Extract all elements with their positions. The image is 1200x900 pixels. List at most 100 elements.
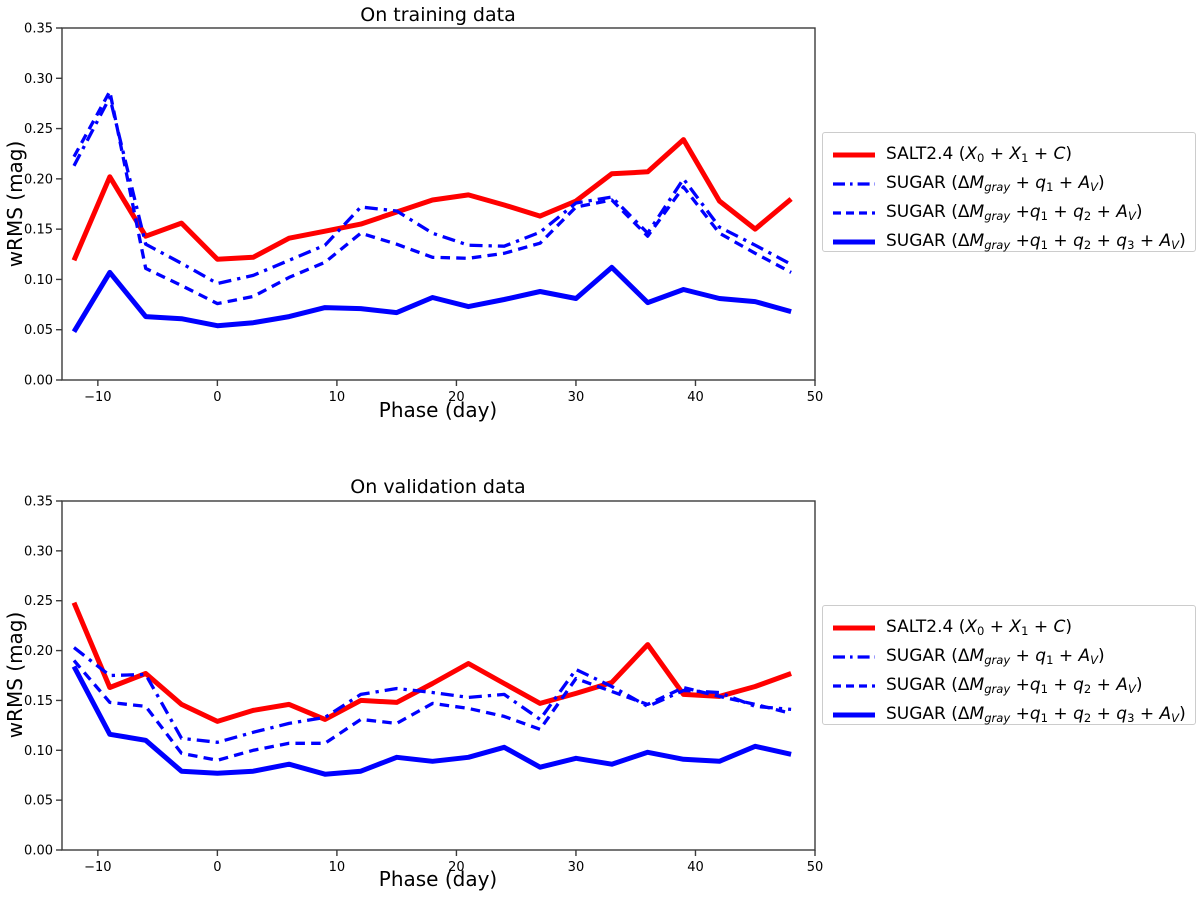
legend-entry-sugar-q1q2q3: SUGAR (ΔMgray +q1 + q2 + q3 + AV) bbox=[832, 227, 1195, 256]
legend-label-part: SUGAR ( bbox=[886, 230, 958, 251]
legend-label-part: 1 bbox=[1040, 711, 1049, 726]
legend-label-part: 0 bbox=[976, 624, 985, 639]
legend-label-part: Δ bbox=[957, 201, 970, 222]
y-tick-label: 0.00 bbox=[24, 844, 53, 859]
legend-label-part: SUGAR ( bbox=[886, 674, 958, 695]
legend-label-part: + bbox=[1028, 143, 1054, 164]
legend-label-part: + bbox=[1091, 703, 1117, 724]
legend-label-part: X bbox=[965, 143, 977, 164]
legend-swatch-sugar-q1q2q3 bbox=[833, 239, 875, 244]
training-xaxis-label: Phase (day) bbox=[379, 398, 497, 422]
plot-frame bbox=[61, 27, 816, 381]
legend-swatch-sugar-q1 bbox=[833, 181, 875, 186]
legend-label-part: V bbox=[1127, 682, 1136, 697]
y-tick-label: 0.05 bbox=[24, 323, 53, 338]
y-tick-label: 0.10 bbox=[24, 744, 53, 759]
legend-label-part: 1 bbox=[1040, 209, 1049, 224]
legend-label-part: + bbox=[1010, 703, 1030, 724]
y-tick-label: 0.20 bbox=[24, 172, 53, 187]
legend-label-part: q bbox=[1073, 230, 1084, 251]
legend-swatch-sugar-q1q2q3 bbox=[833, 712, 875, 717]
legend-label-part: + bbox=[1010, 230, 1030, 251]
legend-label-part: A bbox=[1116, 674, 1128, 695]
training-chart: On training data Phase (day) wRMS (mag) … bbox=[3, 4, 823, 422]
x-tick-label: 40 bbox=[687, 390, 704, 405]
legend-label-part: q bbox=[1073, 201, 1084, 222]
legend-label-part: M bbox=[969, 703, 985, 724]
legend-label-part: 3 bbox=[1127, 711, 1135, 726]
legend-label-part: M bbox=[969, 230, 985, 251]
legend-label-part: q bbox=[1073, 703, 1084, 724]
legend-label-part: + bbox=[1053, 645, 1079, 666]
legend-label-part: + bbox=[984, 616, 1010, 637]
x-tick-label: 30 bbox=[568, 860, 585, 875]
legend-label-sugar-q1: SUGAR (ΔMgray + q1 + AV) bbox=[886, 646, 1105, 667]
x-tick-label: 50 bbox=[807, 390, 824, 405]
x-tick-label: 0 bbox=[213, 860, 221, 875]
legend-label-part: 0 bbox=[976, 151, 985, 166]
y-tick-label: 0.30 bbox=[24, 72, 53, 87]
x-tick-label: −10 bbox=[84, 860, 111, 875]
legend-label-part: Δ bbox=[957, 674, 970, 695]
legend-label-part: + bbox=[1134, 230, 1160, 251]
legend-swatch-sugar-q1q2 bbox=[833, 683, 875, 688]
legend-label-part: + bbox=[1048, 703, 1074, 724]
x-tick-label: 30 bbox=[568, 390, 585, 405]
legend-label-part: + bbox=[1048, 201, 1074, 222]
y-tick-label: 0.20 bbox=[24, 644, 53, 659]
legend-entry-sugar-q1: SUGAR (ΔMgray + q1 + AV) bbox=[832, 642, 1195, 671]
legend-label-part: A bbox=[1078, 645, 1091, 666]
training-chart-title: On training data bbox=[360, 4, 515, 26]
legend-label-part: M bbox=[969, 674, 985, 695]
legend-label-part: ) bbox=[1098, 172, 1105, 193]
legend-label-part: Δ bbox=[957, 172, 970, 193]
legend-label-part: + bbox=[1091, 674, 1117, 695]
legend-entry-salt24: SALT2.4 (X0 + X1 + C) bbox=[832, 613, 1195, 642]
legend-label-part: SALT2.4 ( bbox=[886, 143, 966, 164]
legend-label-part: gray bbox=[984, 711, 1011, 726]
y-tick-label: 0.15 bbox=[24, 694, 53, 709]
legend-label-part: ) bbox=[1135, 201, 1143, 222]
legend-label-part: q bbox=[1029, 703, 1041, 724]
legend-entry-sugar-q1q2q3: SUGAR (ΔMgray +q1 + q2 + q3 + AV) bbox=[832, 700, 1195, 729]
sugar-q1q2-line bbox=[72, 89, 792, 306]
sugar-q1q2-line bbox=[72, 659, 792, 762]
legend-label-part: V bbox=[1127, 209, 1136, 224]
legend-label-part: + bbox=[1091, 230, 1117, 251]
legend-label-part: SUGAR ( bbox=[886, 172, 958, 193]
legend-label-part: SUGAR ( bbox=[886, 645, 958, 666]
training-plot-area: −10 0 10 20 30 40 50 0.00 0.05 0.10 0.15 0.20 0.25 0.… bbox=[24, 22, 823, 406]
legend-label-part: ) bbox=[1179, 703, 1186, 724]
legend-label-part: SALT2.4 ( bbox=[886, 616, 966, 637]
legend-swatch-salt24 bbox=[833, 625, 875, 630]
legend-label-part: X bbox=[1009, 143, 1022, 164]
legend-label-part: + bbox=[1048, 230, 1074, 251]
legend-label-part: X bbox=[965, 616, 977, 637]
legend-label-part: 2 bbox=[1083, 682, 1092, 697]
legend-label-part: ) bbox=[1065, 143, 1072, 164]
legend-label-part: q bbox=[1035, 645, 1047, 666]
legend-label-part: + bbox=[1010, 201, 1030, 222]
validation-chart: On validation data Phase (day) wRMS (mag… bbox=[3, 476, 823, 891]
sugar-q1q2q3-line bbox=[71, 665, 792, 777]
legend-swatch-sugar-q1q2 bbox=[833, 210, 875, 215]
validation-xaxis-label: Phase (day) bbox=[379, 867, 497, 891]
salt24-line bbox=[71, 137, 793, 262]
legend-label-part: 1 bbox=[1021, 624, 1029, 639]
legend-label-part: gray bbox=[984, 180, 1011, 195]
legend-label-part: M bbox=[969, 172, 985, 193]
x-tick-label: 40 bbox=[687, 860, 704, 875]
validation-chart-title: On validation data bbox=[350, 476, 525, 498]
legend-label-part: M bbox=[969, 201, 985, 222]
x-tick-label: 20 bbox=[448, 860, 465, 875]
y-tick-label: 0.30 bbox=[24, 544, 53, 559]
legend-label-part: + bbox=[1053, 172, 1079, 193]
y-tick-label: 0.05 bbox=[24, 794, 53, 809]
y-tick-label: 0.00 bbox=[24, 374, 53, 389]
legend-label-part: 1 bbox=[1040, 682, 1049, 697]
legend-label-part: + bbox=[1091, 201, 1117, 222]
y-tick-label: 0.35 bbox=[24, 22, 53, 37]
legend-label-part: gray bbox=[984, 209, 1011, 224]
